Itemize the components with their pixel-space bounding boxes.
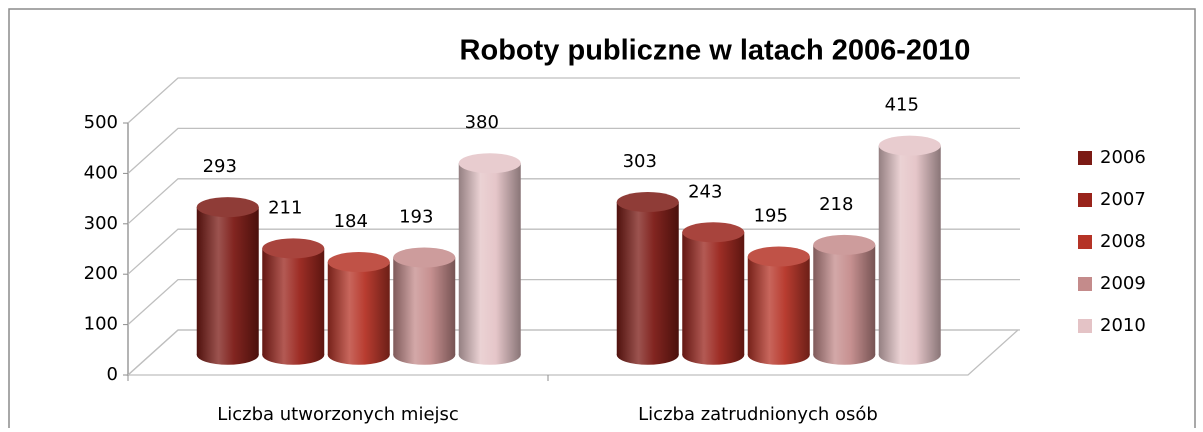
chart-border — [8, 8, 1196, 432]
bar — [393, 257, 456, 355]
data-label: 293 — [203, 156, 237, 177]
chart-title: Roboty publiczne w latach 2006-2010 — [460, 35, 971, 67]
legend-label: 2009 — [1100, 273, 1146, 294]
bar-top — [616, 192, 679, 213]
bar-top — [327, 252, 390, 273]
data-label: 415 — [885, 95, 919, 116]
data-label: 184 — [334, 211, 368, 232]
data-label: 380 — [465, 112, 499, 133]
y-tick-label: 100 — [84, 314, 118, 335]
legend-label: 2007 — [1100, 189, 1146, 210]
bar — [682, 232, 745, 355]
y-tick-label: 400 — [84, 162, 118, 183]
legend-swatch — [1078, 235, 1092, 249]
y-tick-label: 0 — [107, 364, 118, 385]
data-label: 195 — [754, 205, 788, 226]
bar — [747, 256, 810, 355]
y-tick-label: 300 — [84, 213, 118, 234]
bar — [262, 248, 325, 355]
bar-top — [878, 135, 941, 156]
legend-swatch — [1078, 319, 1092, 333]
y-tick-label: 200 — [84, 263, 118, 284]
data-label: 303 — [623, 151, 657, 172]
y-tick-label: 500 — [84, 112, 118, 133]
legend-swatch — [1078, 193, 1092, 207]
bar-top — [393, 247, 456, 268]
grid-line — [127, 127, 1020, 174]
bar — [196, 207, 259, 355]
legend-swatch — [1078, 277, 1092, 291]
bar — [616, 202, 679, 355]
data-label: 193 — [399, 206, 433, 227]
data-label: 243 — [688, 181, 722, 202]
grid-line — [127, 77, 1020, 124]
bar — [327, 262, 390, 355]
legend-label: 2008 — [1100, 231, 1146, 252]
data-label: 211 — [268, 197, 302, 218]
bar — [813, 244, 876, 355]
legend-label: 2006 — [1100, 147, 1146, 168]
bar-top — [813, 234, 876, 255]
bar-top — [262, 238, 325, 259]
x-tick-label: Liczba utworzonych miejsc — [217, 404, 459, 425]
grid-line — [127, 178, 1020, 225]
bar-top — [747, 246, 810, 267]
bar-top — [196, 197, 259, 218]
data-label: 218 — [819, 194, 853, 215]
bar-top — [682, 222, 745, 243]
bar — [878, 145, 941, 355]
bar-top — [458, 153, 521, 174]
legend-label: 2010 — [1100, 315, 1146, 336]
legend-swatch — [1078, 151, 1092, 165]
bar — [458, 163, 521, 355]
x-tick-label: Liczba zatrudnionych osób — [638, 404, 878, 425]
